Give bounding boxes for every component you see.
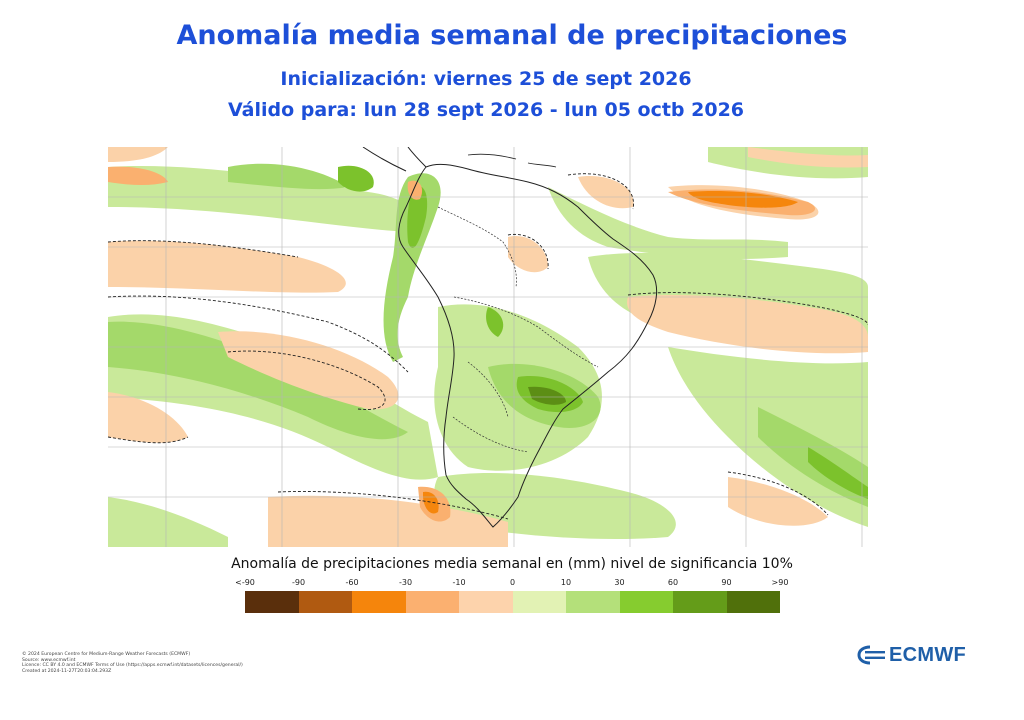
- legend-tick: -10: [452, 578, 466, 587]
- legend-swatch: [726, 591, 780, 613]
- credit-line: Created at 2024-11-27T20:03:04.293Z: [22, 668, 112, 674]
- legend-ticks: <-90 -90 -60 -30 -10 0 10 30 60 90 >90: [0, 578, 1024, 590]
- ecmwf-logo: ECMWF: [856, 643, 966, 667]
- legend-tick: 0: [509, 578, 516, 587]
- legend-swatch: [352, 591, 406, 613]
- subtitle-valid-period: Válido para: lun 28 sept 2026 - lun 05 o…: [227, 99, 745, 121]
- legend-swatch: [298, 591, 352, 613]
- subtitle-initialization: Inicialización: viernes 25 de sept 2026: [280, 68, 692, 90]
- legend-colorbar: [245, 591, 780, 613]
- legend-swatch: [566, 591, 620, 613]
- page-title: Anomalía media semanal de precipitacione…: [176, 20, 848, 51]
- legend-tick: -60: [345, 578, 359, 587]
- central-america-coastline: [362, 146, 427, 172]
- legend-swatch: [673, 591, 727, 613]
- legend-tick: -90: [291, 578, 306, 587]
- credit-line: Source: www.ecmwf.int: [22, 657, 76, 663]
- legend-swatch: [459, 591, 513, 613]
- legend-swatch: [619, 591, 673, 613]
- credits-text: © 2024 European Centre for Medium-Range …: [22, 652, 243, 674]
- anomaly-negative-light: [108, 147, 868, 547]
- significance-contours: [107, 173, 869, 520]
- credit-line: © 2024 European Centre for Medium-Range …: [22, 652, 191, 657]
- legend-swatch: [405, 591, 459, 613]
- legend-tick: 30: [614, 578, 625, 587]
- map-canvas: [107, 146, 869, 547]
- ecmwf-logo-icon: [857, 645, 885, 665]
- caribbean-islands: [467, 153, 557, 168]
- legend-title: Anomalía de precipitaciones media semana…: [231, 556, 793, 572]
- legend-swatch: [245, 591, 299, 613]
- anomaly-positive-strong: [338, 165, 868, 499]
- country-borders: [437, 206, 599, 453]
- legend-tick: 90: [721, 578, 732, 587]
- map-graticule: [108, 147, 868, 547]
- precipitation-anomaly-map: [107, 146, 869, 547]
- legend-tick: <-90: [235, 578, 255, 587]
- legend-tick: 10: [560, 578, 572, 587]
- continent-coastline: [398, 163, 658, 528]
- credit-line: Licence: CC BY 4.0 and ECMWF Terms of Us…: [22, 663, 243, 669]
- anomaly-positive-dark: [528, 386, 566, 405]
- legend-swatch: [512, 591, 566, 613]
- legend-tick: >90: [771, 578, 789, 587]
- legend-tick: 60: [667, 578, 679, 587]
- ecmwf-logo-text: ECMWF: [889, 643, 967, 666]
- legend-tick: -30: [398, 578, 413, 587]
